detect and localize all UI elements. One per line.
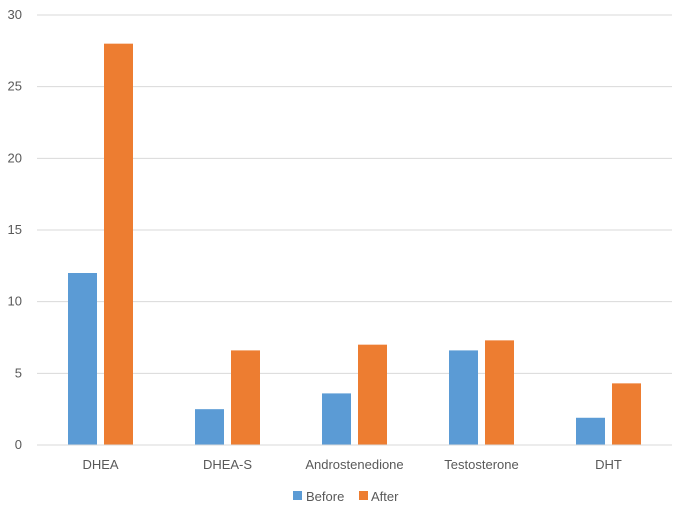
bar-before-dht — [576, 417, 605, 445]
y-tick-label: 20 — [8, 150, 22, 165]
y-tick-label: 30 — [8, 7, 22, 22]
legend-label-after: After — [371, 489, 399, 504]
gridlines — [37, 14, 672, 374]
legend-swatch-after — [359, 491, 368, 500]
legend: Before After — [293, 489, 399, 504]
legend-label-before: Before — [306, 489, 344, 504]
x-tick-label: Androstenedione — [305, 457, 403, 472]
bar-after-androstenedione — [358, 344, 387, 445]
y-tick-label: 0 — [15, 437, 22, 452]
legend-swatch-before — [293, 491, 302, 500]
x-axis-ticks: DHEA DHEA-S Androstenedione Testosterone DHT — [82, 457, 621, 472]
y-tick-label: 5 — [15, 365, 22, 380]
y-tick-label: 15 — [8, 222, 22, 237]
bar-after-dhea-s — [231, 350, 260, 445]
bar-after-dht — [612, 383, 641, 445]
x-tick-label: Testosterone — [444, 457, 518, 472]
y-axis-ticks: 0 5 10 15 20 25 30 — [8, 7, 22, 452]
bar-before-dhea-s — [195, 409, 224, 445]
bar-before-testosterone — [449, 350, 478, 445]
bar-before-androstenedione — [322, 393, 351, 445]
bar-after-testosterone — [485, 340, 514, 445]
x-tick-label: DHEA-S — [203, 457, 252, 472]
y-tick-label: 10 — [8, 294, 22, 309]
bars — [68, 43, 641, 446]
x-tick-label: DHT — [595, 457, 622, 472]
bar-after-dhea — [104, 43, 133, 446]
bar-before-dhea — [68, 273, 97, 445]
x-tick-label: DHEA — [82, 457, 118, 472]
y-tick-label: 25 — [8, 79, 22, 94]
